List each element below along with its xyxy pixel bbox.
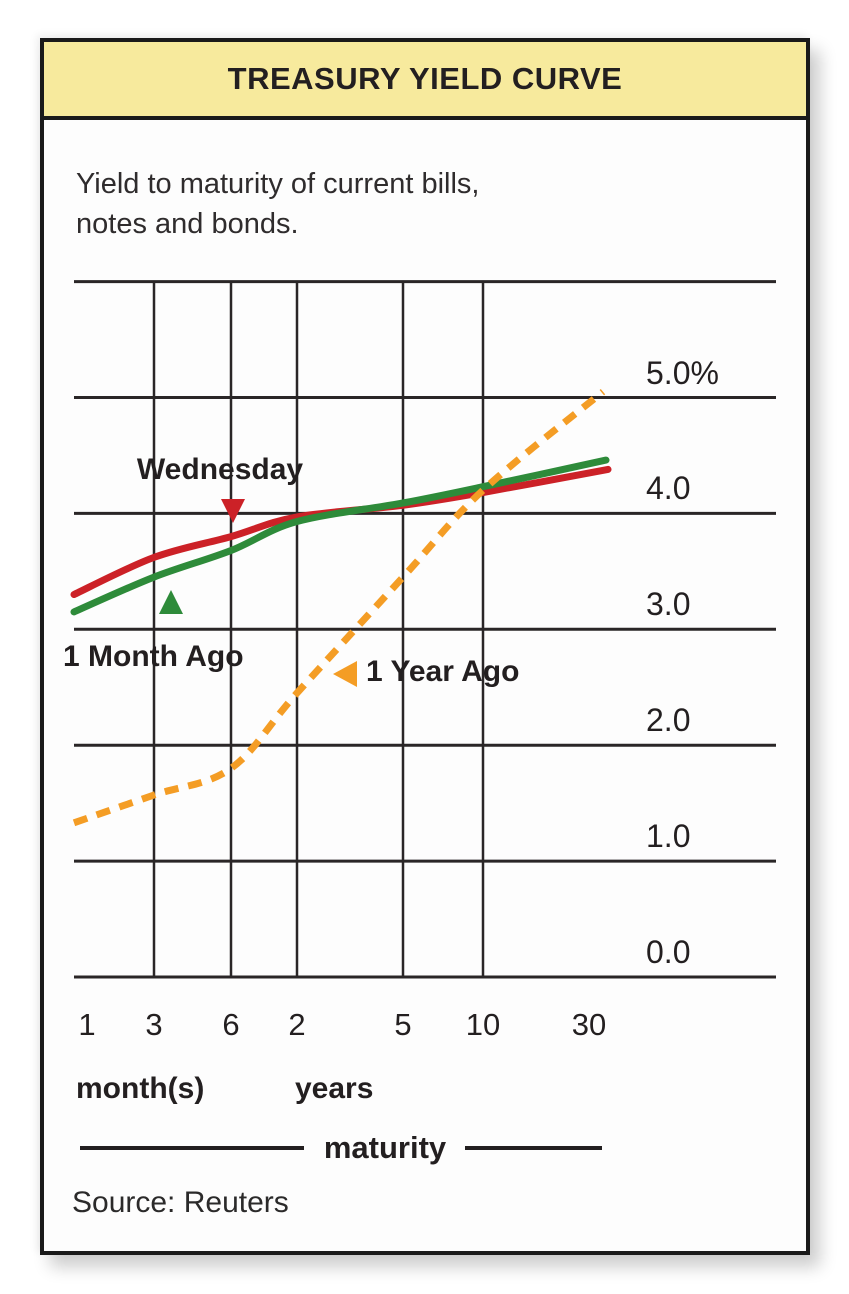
chart-panel (40, 38, 810, 1255)
annotation-one-year-ago: 1 Year Ago (366, 655, 520, 688)
chart-subtitle-line-1: Yield to maturity of current bills, (76, 168, 480, 200)
x-tick-label-3-months: 3 (145, 1007, 163, 1042)
y-tick-label-1.0: 1.0 (646, 818, 691, 855)
x-tick-label-1-month: 1 (78, 1007, 96, 1042)
series-marker-triangle-up-1-month-ago (159, 590, 183, 614)
x-tick-label-6-months: 6 (222, 1007, 240, 1042)
chart-title: TREASURY YIELD CURVE (227, 61, 623, 96)
series-line-1-year-ago (72, 388, 606, 827)
chart-subtitle: Yield to maturity of current bills, note… (76, 164, 479, 244)
y-tick-label-2.0: 2.0 (646, 702, 691, 739)
x-axis-unit-months: month(s) (76, 1072, 205, 1105)
chart-header: TREASURY YIELD CURVE (44, 42, 806, 120)
x-axis-unit-years: years (295, 1072, 374, 1105)
x-tick-label-10-years: 10 (465, 1007, 501, 1042)
maturity-rule-right (465, 1146, 602, 1150)
annotation-wednesday: Wednesday (136, 453, 304, 486)
y-tick-label-3.0: 3.0 (646, 586, 691, 623)
y-tick-label-5.0pct: 5.0% (646, 354, 719, 391)
x-tick-label-2-years: 2 (288, 1007, 306, 1042)
source-credit: Source: Reuters (72, 1186, 289, 1219)
x-axis-title: maturity (323, 1130, 447, 1165)
annotation-one-month-ago: 1 Month Ago (63, 640, 244, 673)
chart-subtitle-line-2: notes and bonds. (76, 208, 299, 240)
y-tick-label-0.0: 0.0 (646, 934, 691, 970)
maturity-rule-left (80, 1146, 304, 1150)
series-marker-triangle-left-1-year-ago (333, 661, 357, 687)
x-tick-label-5-years: 5 (394, 1007, 412, 1042)
series-marker-triangle-down-wednesday (221, 499, 245, 523)
series-line-1-month-ago (70, 456, 610, 616)
y-tick-label-4.0: 4.0 (646, 470, 691, 507)
x-tick-label-30-years: 30 (571, 1007, 607, 1042)
